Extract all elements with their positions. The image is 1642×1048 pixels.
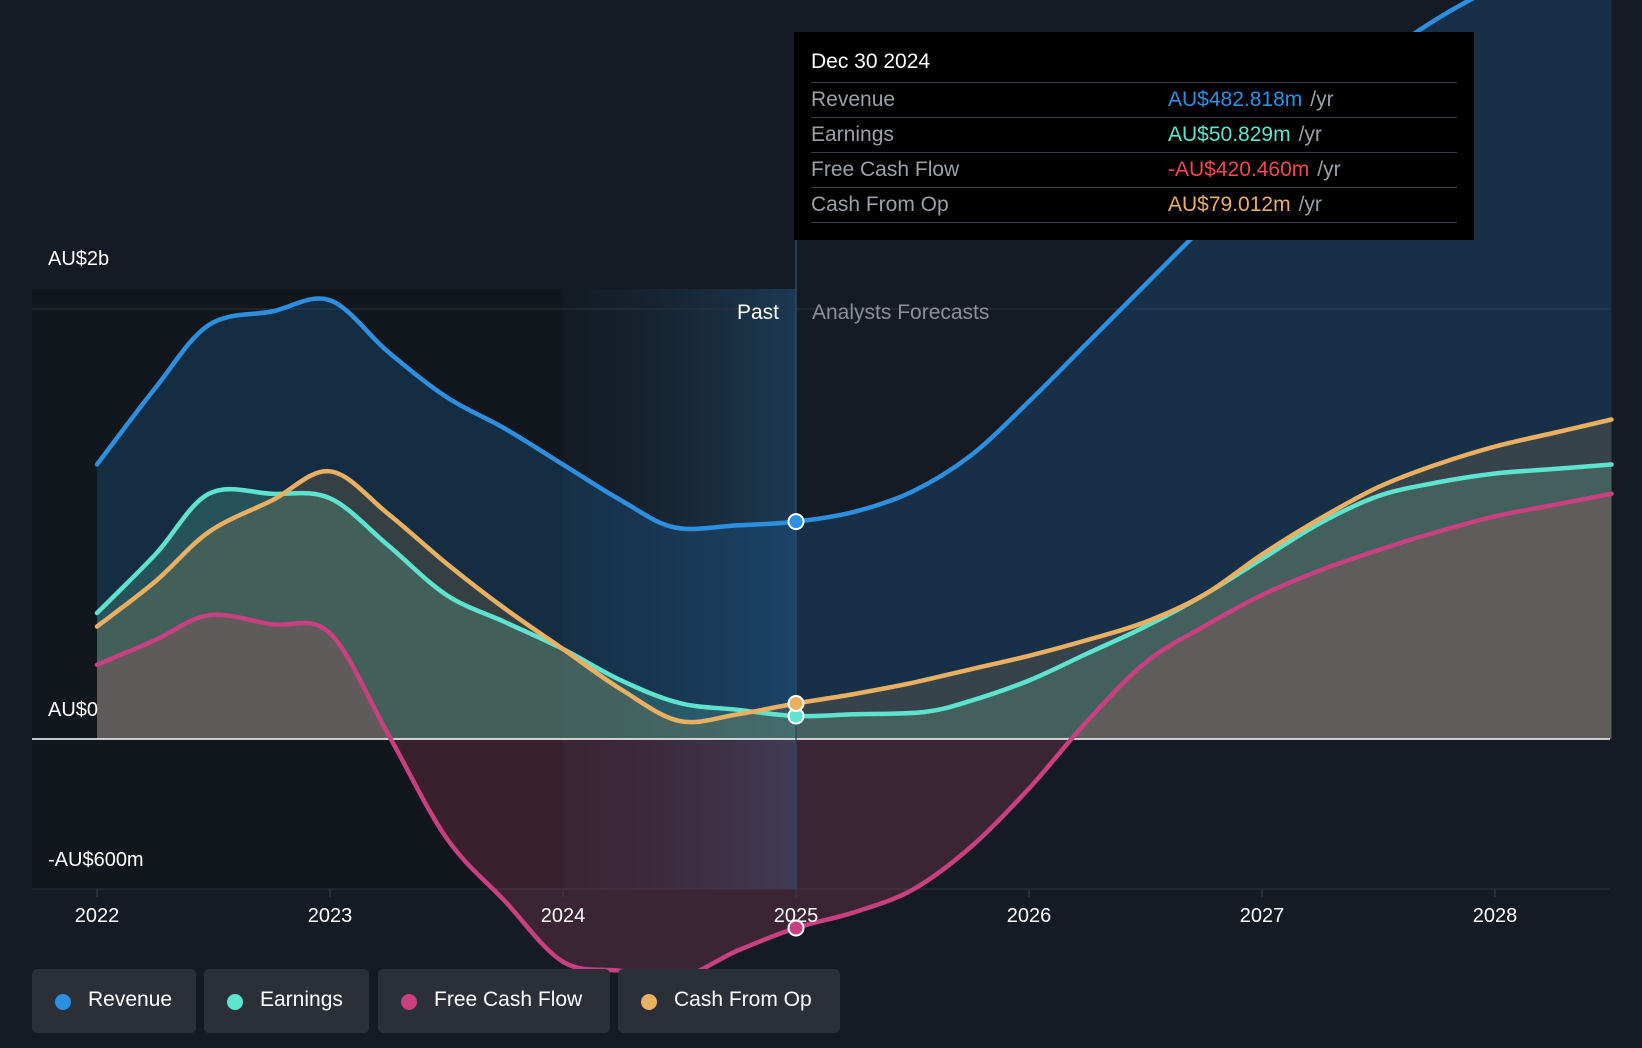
y-tick-label: AU$2b (48, 248, 109, 270)
revenue-area (97, 0, 1612, 739)
x-tick-label: 2022 (75, 905, 120, 927)
tooltip-row-cash-from-op: Cash From Op AU$79.012m/yr (811, 187, 1457, 223)
tooltip-value-wrap: AU$50.829m/yr (1168, 123, 1322, 147)
tooltip-date: Dec 30 2024 (811, 50, 931, 73)
earnings-area (97, 464, 1612, 739)
tooltip: Dec 30 2024 Revenue AU$482.818m/yr Earni… (794, 32, 1474, 240)
tooltip-value-wrap: AU$482.818m/yr (1168, 88, 1334, 112)
tooltip-value: AU$79.012m (1168, 193, 1291, 216)
free-cash-flow-marker (787, 919, 805, 937)
tooltip-label: Cash From Op (811, 193, 949, 216)
revenue-marker (787, 513, 805, 531)
y-tick-label: AU$0 (48, 699, 98, 721)
tooltip-label: Revenue (811, 88, 896, 111)
past-highlight-band (563, 289, 796, 889)
tooltip-value: -AU$420.460m (1168, 158, 1310, 181)
legend-item-revenue[interactable]: Revenue (32, 969, 196, 1033)
tooltip-row-earnings: Earnings AU$50.829m/yr (811, 117, 1457, 152)
tooltip-unit: /yr (1298, 193, 1322, 216)
tooltip-label: Earnings (811, 123, 894, 146)
cash-from-op-marker (787, 694, 805, 712)
legend-dot (55, 994, 71, 1010)
tooltip-label: Free Cash Flow (811, 158, 960, 181)
tooltip-unit: /yr (1310, 88, 1334, 111)
x-tick-label: 2027 (1240, 905, 1285, 927)
past-label: Past (737, 301, 779, 324)
earnings-line (94, 462, 1614, 719)
free-cash-flow-line (94, 491, 1614, 981)
legend-dot (641, 994, 657, 1010)
legend-label: Earnings (260, 988, 343, 1011)
x-tick-label: 2024 (541, 905, 586, 927)
cash-from-op-area (97, 419, 1612, 739)
legend-item-earnings[interactable]: Earnings (204, 969, 369, 1033)
x-tick-label: 2028 (1473, 905, 1518, 927)
x-tick-label: 2025 (774, 905, 819, 927)
legend-item-cash-from-op[interactable]: Cash From Op (618, 969, 840, 1033)
legend-label: Cash From Op (674, 988, 812, 1011)
legend-label: Free Cash Flow (434, 988, 583, 1011)
tooltip-unit: /yr (1298, 123, 1322, 146)
x-tick-label: 2023 (308, 905, 353, 927)
tooltip-row-revenue: Revenue AU$482.818m/yr (811, 82, 1457, 117)
tooltip-row-free-cash-flow: Free Cash Flow -AU$420.460m/yr (811, 152, 1457, 187)
x-tick-label: 2026 (1007, 905, 1052, 927)
tooltip-unit: /yr (1317, 158, 1341, 181)
free-cash-flow-area (97, 493, 1612, 979)
tooltip-value-wrap: -AU$420.460m/yr (1168, 158, 1341, 182)
legend-label: Revenue (88, 988, 173, 1011)
y-tick-label: -AU$600m (48, 849, 144, 871)
tooltip-value: AU$50.829m (1168, 123, 1291, 146)
legend-dot (227, 994, 243, 1010)
legend-dot (401, 994, 417, 1010)
analysts-forecasts-label: Analysts Forecasts (812, 301, 989, 324)
legend-item-free-cash-flow[interactable]: Free Cash Flow (378, 969, 610, 1033)
tooltip-value: AU$482.818m (1168, 88, 1303, 111)
cash-from-op-line (94, 417, 1614, 725)
tooltip-value-wrap: AU$79.012m/yr (1168, 193, 1322, 217)
